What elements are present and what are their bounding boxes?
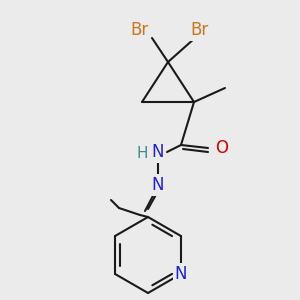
Text: N: N bbox=[152, 143, 164, 161]
Text: H: H bbox=[136, 146, 148, 161]
Text: Br: Br bbox=[191, 21, 209, 39]
Text: O: O bbox=[215, 139, 229, 157]
Text: N: N bbox=[152, 176, 164, 194]
Text: N: N bbox=[175, 265, 187, 283]
Text: Br: Br bbox=[131, 21, 149, 39]
